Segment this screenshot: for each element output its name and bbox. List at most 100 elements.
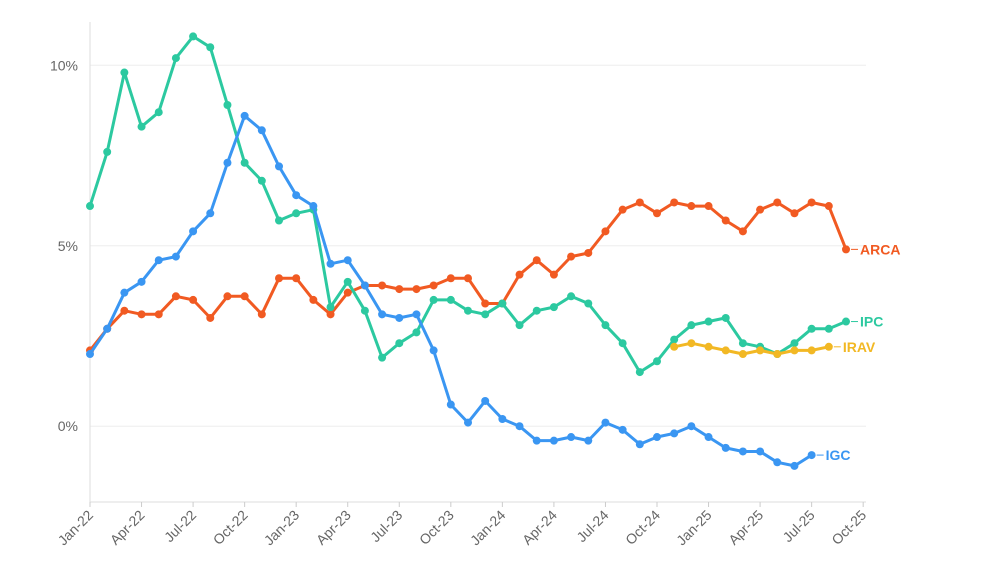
data-point-igc xyxy=(721,443,730,452)
data-point-igc xyxy=(446,400,455,409)
data-point-arca xyxy=(515,270,524,279)
data-point-arca xyxy=(653,209,661,218)
data-point-igc xyxy=(429,346,438,355)
data-point-igc xyxy=(618,425,627,434)
data-point-ipc xyxy=(360,306,369,315)
data-point-arca xyxy=(807,198,816,207)
data-point-igc xyxy=(790,461,799,470)
data-point-irav xyxy=(824,342,833,351)
data-point-igc xyxy=(738,447,747,456)
data-point-ipc xyxy=(189,32,198,41)
data-point-igc xyxy=(412,310,421,319)
series-line-ipc xyxy=(88,34,848,374)
x-tick-label: Jul-22 xyxy=(161,507,199,545)
data-point-igc xyxy=(86,350,94,359)
data-point-irav xyxy=(790,346,799,355)
data-point-irav xyxy=(807,346,816,355)
x-tick-label: Oct-24 xyxy=(622,507,663,548)
data-point-arca xyxy=(257,310,266,319)
data-point-arca xyxy=(704,202,713,211)
data-point-igc xyxy=(584,436,593,445)
data-point-arca xyxy=(635,198,644,207)
x-tick-label: Oct-25 xyxy=(828,507,869,548)
data-point-igc xyxy=(240,111,249,120)
data-point-igc xyxy=(532,436,541,445)
data-point-arca xyxy=(584,248,593,257)
data-point-igc xyxy=(670,429,679,438)
data-point-arca xyxy=(309,295,318,304)
data-point-igc xyxy=(498,414,507,423)
data-point-arca xyxy=(137,310,146,319)
series-lines xyxy=(86,32,850,470)
series-label-irav: IRAV xyxy=(843,339,876,355)
data-point-igc xyxy=(601,418,610,427)
x-tick-label: Jan-24 xyxy=(467,507,509,549)
data-point-arca xyxy=(670,198,679,207)
data-point-igc xyxy=(395,313,404,322)
data-point-ipc xyxy=(498,299,507,308)
data-point-arca xyxy=(378,281,387,290)
data-point-igc xyxy=(343,256,352,265)
data-point-igc xyxy=(756,447,765,456)
data-point-arca xyxy=(429,281,438,290)
data-point-igc xyxy=(257,126,266,135)
data-point-irav xyxy=(721,346,730,355)
data-point-ipc xyxy=(721,313,730,322)
data-point-igc xyxy=(567,433,576,442)
data-point-ipc xyxy=(103,147,112,156)
data-point-ipc xyxy=(601,321,610,330)
data-point-igc xyxy=(549,436,558,445)
data-point-igc xyxy=(773,458,782,467)
x-tick-label: Oct-23 xyxy=(416,507,457,548)
data-point-arca xyxy=(567,252,576,261)
data-point-ipc xyxy=(292,209,301,218)
data-point-ipc xyxy=(481,310,490,319)
data-point-arca xyxy=(412,285,421,294)
x-tick-label: Jul-25 xyxy=(779,507,817,545)
data-point-arca xyxy=(618,205,627,214)
data-point-igc xyxy=(120,288,129,297)
data-point-ipc xyxy=(206,43,215,52)
data-point-igc xyxy=(481,396,490,405)
data-point-ipc xyxy=(738,339,747,348)
data-point-ipc xyxy=(687,321,696,330)
data-point-irav xyxy=(687,339,696,348)
data-point-ipc xyxy=(395,339,404,348)
data-point-ipc xyxy=(171,54,180,63)
data-point-arca xyxy=(326,310,335,319)
data-point-igc xyxy=(326,259,335,268)
series-line-igc xyxy=(88,114,814,468)
data-point-arca xyxy=(343,288,352,297)
data-point-ipc xyxy=(824,324,833,333)
y-tick-label: 5% xyxy=(58,238,78,254)
data-point-ipc xyxy=(120,68,129,77)
data-point-ipc xyxy=(275,216,283,225)
series-label-arca: ARCA xyxy=(860,241,900,257)
data-point-igc xyxy=(807,451,816,460)
x-tick-label: Jan-22 xyxy=(55,507,97,549)
data-point-ipc xyxy=(653,357,661,366)
data-point-arca xyxy=(240,292,249,301)
data-point-igc xyxy=(137,277,146,286)
data-point-igc xyxy=(360,281,369,290)
series-label-igc: IGC xyxy=(826,447,851,463)
data-point-ipc xyxy=(532,306,541,315)
data-point-ipc xyxy=(807,324,816,333)
data-point-igc xyxy=(206,209,215,218)
x-tick-label: Jul-23 xyxy=(367,507,405,545)
data-point-ipc xyxy=(567,292,576,301)
data-point-ipc xyxy=(257,176,266,185)
data-point-arca xyxy=(790,209,799,218)
data-point-igc xyxy=(154,256,163,265)
data-point-ipc xyxy=(670,335,679,344)
grid-lines xyxy=(90,64,866,427)
x-tick-label: Oct-22 xyxy=(210,507,251,548)
data-point-ipc xyxy=(515,321,524,330)
data-point-arca xyxy=(446,274,455,283)
axes xyxy=(89,22,866,507)
data-point-igc xyxy=(687,422,696,431)
data-point-igc xyxy=(635,440,644,449)
series-ipc xyxy=(86,32,850,377)
data-point-ipc xyxy=(154,108,163,117)
